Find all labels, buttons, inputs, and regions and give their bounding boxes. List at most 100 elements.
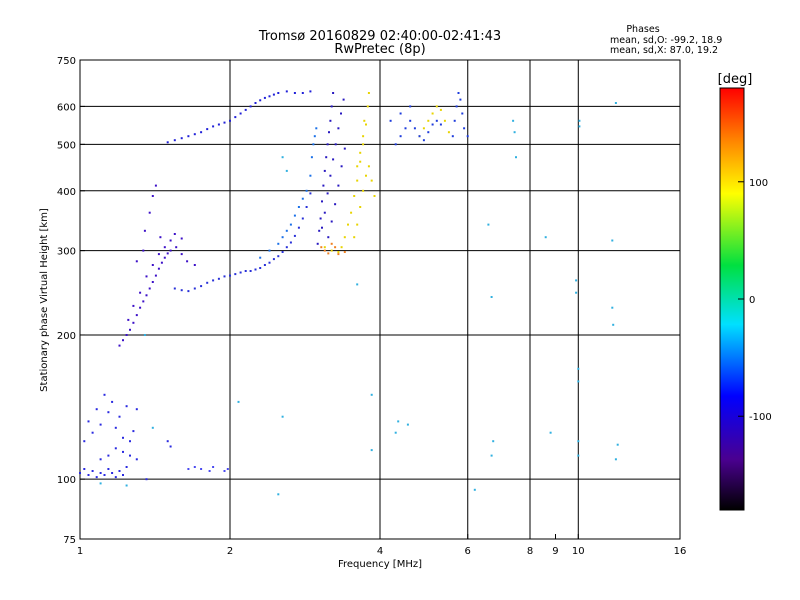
data-point	[226, 468, 229, 470]
data-point	[575, 279, 578, 282]
data-point	[83, 440, 86, 443]
phases-o-mode: mean, sd,O: -99.2, 18.9	[610, 35, 722, 46]
data-point	[111, 472, 114, 474]
series-x-mode-trace	[323, 92, 450, 253]
data-point	[285, 229, 288, 232]
data-point	[362, 143, 365, 146]
data-point	[577, 380, 580, 383]
data-point	[122, 474, 124, 476]
data-point	[297, 206, 300, 208]
data-point	[259, 99, 262, 102]
data-point	[200, 131, 203, 134]
series-f2-low-frequency-cusp	[166, 90, 312, 144]
series-scattered-points	[99, 102, 619, 496]
data-point	[301, 217, 304, 220]
chart-subtitle: RwPretec (8p)	[334, 42, 425, 57]
data-point	[180, 237, 183, 240]
data-point	[277, 255, 280, 258]
data-point	[263, 96, 266, 99]
data-point	[187, 290, 190, 293]
data-point	[157, 253, 160, 256]
data-point	[435, 119, 438, 122]
data-point	[175, 246, 178, 249]
data-point	[316, 242, 319, 245]
data-point	[578, 119, 581, 122]
data-point	[263, 264, 266, 266]
data-point	[166, 252, 169, 255]
data-point	[118, 344, 121, 347]
data-point	[418, 135, 421, 138]
data-point	[492, 440, 495, 443]
data-point	[359, 160, 362, 163]
data-point	[160, 261, 163, 264]
data-point	[125, 466, 128, 468]
data-point	[122, 450, 124, 453]
data-point	[95, 476, 98, 479]
data-point	[435, 105, 438, 108]
data-point	[370, 179, 373, 182]
data-point	[217, 123, 220, 126]
data-point	[107, 468, 110, 470]
colorbar-label: [deg]	[718, 72, 753, 87]
data-point	[135, 260, 138, 263]
data-point	[366, 105, 369, 108]
data-point	[301, 92, 304, 94]
data-point	[281, 415, 284, 418]
data-point	[118, 415, 121, 418]
data-point	[193, 466, 196, 468]
colorbar-tick-label: 0	[749, 295, 755, 306]
data-point	[473, 488, 476, 491]
data-point	[394, 431, 397, 434]
data-point	[337, 253, 340, 256]
data-point	[512, 119, 515, 122]
data-point	[145, 478, 148, 481]
data-point	[193, 264, 196, 266]
y-tick-label: 200	[57, 331, 76, 342]
data-point	[125, 484, 128, 487]
data-point	[87, 474, 90, 476]
data-point	[614, 458, 617, 461]
data-point	[577, 367, 580, 370]
data-point	[323, 249, 326, 252]
y-tick-label: 75	[63, 535, 76, 546]
data-point	[293, 214, 296, 217]
data-point	[239, 271, 242, 274]
data-point	[151, 264, 154, 266]
data-point	[139, 291, 142, 294]
data-point	[87, 420, 90, 423]
data-point	[334, 203, 337, 206]
data-point	[353, 195, 356, 197]
data-point	[125, 334, 128, 336]
data-point	[305, 206, 308, 208]
data-point	[312, 143, 315, 146]
series-high-frequency-echoes	[389, 92, 469, 146]
data-point	[272, 93, 275, 96]
data-point	[145, 275, 148, 278]
series-sporadic-lower-echoes	[187, 466, 229, 472]
data-point	[285, 246, 288, 249]
data-point	[399, 112, 402, 115]
data-point	[249, 270, 252, 272]
data-point	[340, 246, 343, 249]
data-point	[356, 283, 359, 286]
y-axis-label: Stationary phase Virtual Height [km]	[39, 208, 50, 392]
data-point	[362, 189, 365, 192]
data-point	[451, 135, 454, 138]
data-point	[223, 121, 226, 124]
data-point	[91, 470, 94, 472]
data-point	[466, 135, 469, 138]
data-point	[337, 127, 340, 130]
data-point	[193, 287, 196, 290]
data-point	[79, 472, 81, 474]
data-point	[99, 472, 102, 474]
data-point	[350, 211, 353, 214]
phases-x-mode: mean, sd,X: 87.0, 19.2	[610, 45, 718, 56]
data-point	[173, 233, 176, 235]
data-point	[173, 139, 176, 142]
data-point	[323, 211, 326, 214]
data-point	[427, 119, 430, 122]
data-point	[122, 436, 124, 439]
colorbar-ticks: 100 0 -100	[738, 178, 772, 423]
data-point	[337, 184, 340, 187]
